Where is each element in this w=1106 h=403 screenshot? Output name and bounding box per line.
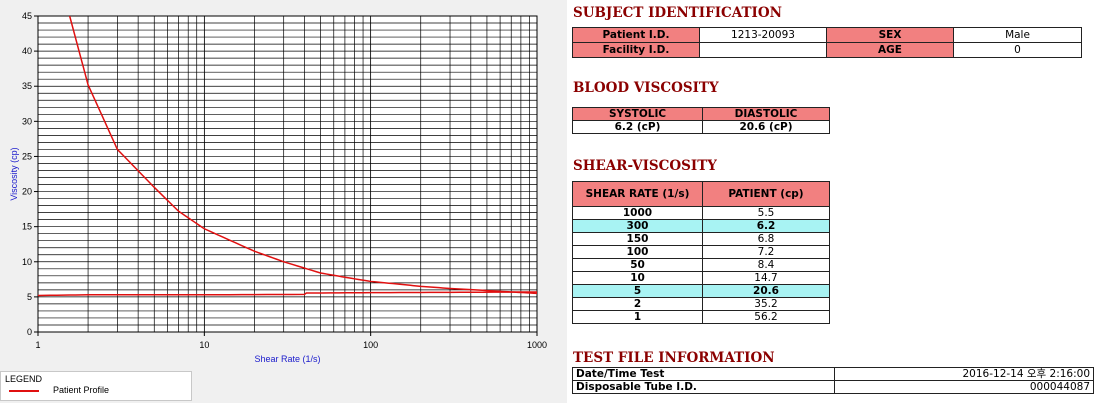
datetime-value: 2016-12-14 오후 2:16:00 bbox=[834, 367, 1094, 381]
patient-cp-header: PATIENT (cp) bbox=[702, 181, 830, 207]
shear-rate-cell: 1000 bbox=[572, 206, 703, 220]
sex-label: SEX bbox=[826, 27, 954, 43]
tube-id-label: Disposable Tube I.D. bbox=[572, 380, 835, 394]
x-tick-label: 10 bbox=[199, 340, 209, 350]
patient-cp-cell: 8.4 bbox=[702, 258, 830, 272]
y-tick-label: 25 bbox=[22, 151, 32, 161]
patient-cp-cell: 14.7 bbox=[702, 271, 830, 285]
shear-rate-cell: 150 bbox=[572, 232, 703, 246]
table-row: 150 6.8 bbox=[572, 232, 830, 246]
systolic-value: 6.2 (cP) bbox=[572, 120, 703, 134]
shear-rate-cell: 300 bbox=[572, 219, 703, 233]
shear-rate-cell: 10 bbox=[572, 271, 703, 285]
x-axis-label: Shear Rate (1/s) bbox=[254, 354, 320, 364]
legend: LEGEND Patient Profile bbox=[0, 371, 192, 401]
patient-cp-cell: 6.2 bbox=[702, 219, 830, 233]
shear-rate-header: SHEAR RATE (1/s) bbox=[572, 181, 703, 207]
age-label: AGE bbox=[826, 42, 954, 58]
patient-cp-cell: 6.8 bbox=[702, 232, 830, 246]
patient-cp-cell: 56.2 bbox=[702, 310, 830, 324]
shear-rate-cell: 50 bbox=[572, 258, 703, 272]
table-row: 1000 5.5 bbox=[572, 206, 830, 220]
patient-cp-cell: 20.6 bbox=[702, 284, 830, 298]
age-value: 0 bbox=[953, 42, 1082, 58]
viscosity-chart: 0 5 10 15 20 25 30 35 40 45 1 10 100 1000 Shear Rate (… bbox=[9, 11, 547, 364]
shear-rate-cell: 100 bbox=[572, 245, 703, 259]
sex-value: Male bbox=[953, 27, 1082, 43]
shear-rate-cell: 5 bbox=[572, 284, 703, 298]
x-tick-label: 100 bbox=[363, 340, 378, 350]
x-tick-label: 1 bbox=[35, 340, 40, 350]
legend-title: LEGEND bbox=[5, 374, 43, 384]
diastolic-value: 20.6 (cP) bbox=[702, 120, 830, 134]
datetime-label: Date/Time Test bbox=[572, 367, 835, 381]
patient-cp-cell: 7.2 bbox=[702, 245, 830, 259]
table-row: 100 7.2 bbox=[572, 245, 830, 259]
subject-table: Patient I.D. 1213-20093 SEX Male Facilit… bbox=[572, 27, 1082, 58]
table-row: 2 35.2 bbox=[572, 297, 830, 311]
systolic-label: SYSTOLIC bbox=[572, 107, 703, 121]
table-row: 300 6.2 bbox=[572, 219, 830, 233]
subject-title: SUBJECT IDENTIFICATION bbox=[573, 5, 782, 21]
y-tick-label: 30 bbox=[22, 116, 32, 126]
series-line-1 bbox=[38, 291, 537, 297]
y-tick-label: 20 bbox=[22, 187, 32, 197]
report-panel: SUBJECT IDENTIFICATION Patient I.D. 1213… bbox=[567, 0, 1106, 403]
shear-rate-cell: 2 bbox=[572, 297, 703, 311]
y-tick-label: 35 bbox=[22, 81, 32, 91]
blood-table: SYSTOLIC DIASTOLIC 6.2 (cP) 20.6 (cP) bbox=[572, 107, 830, 134]
table-row: 1 56.2 bbox=[572, 310, 830, 324]
table-row: 5 20.6 bbox=[572, 284, 830, 298]
y-tick-label: 45 bbox=[22, 11, 32, 21]
y-tick-label: 0 bbox=[27, 327, 32, 337]
viscosity-chart-panel: 0 5 10 15 20 25 30 35 40 45 1 10 100 1000 Shear Rate (… bbox=[0, 0, 559, 368]
facility-id-label: Facility I.D. bbox=[572, 42, 700, 58]
diastolic-label: DIASTOLIC bbox=[702, 107, 830, 121]
patient-id-label: Patient I.D. bbox=[572, 27, 700, 43]
table-row: 10 14.7 bbox=[572, 271, 830, 285]
tube-id-value: 000044087 bbox=[834, 380, 1094, 394]
patient-cp-cell: 35.2 bbox=[702, 297, 830, 311]
y-tick-label: 5 bbox=[27, 292, 32, 302]
y-tick-label: 40 bbox=[22, 46, 32, 56]
x-tick-label: 1000 bbox=[527, 340, 547, 350]
file-table: Date/Time Test 2016-12-14 오후 2:16:00 Dis… bbox=[572, 367, 1094, 394]
plot-area bbox=[37, 15, 538, 333]
shear-title: SHEAR-VISCOSITY bbox=[573, 158, 717, 174]
patient-id-value: 1213-20093 bbox=[699, 27, 827, 43]
y-tick-label: 15 bbox=[22, 222, 32, 232]
table-row: 50 8.4 bbox=[572, 258, 830, 272]
shear-rate-cell: 1 bbox=[572, 310, 703, 324]
facility-id-value bbox=[699, 42, 827, 58]
y-tick-label: 10 bbox=[22, 257, 32, 267]
patient-cp-cell: 5.5 bbox=[702, 206, 830, 220]
y-axis-label: Viscosity (cp) bbox=[9, 147, 19, 200]
shear-table: SHEAR RATE (1/s) PATIENT (cp) 1000 5.5 300… bbox=[572, 181, 830, 324]
blood-title: BLOOD VISCOSITY bbox=[573, 80, 719, 96]
legend-line-swatch bbox=[9, 390, 39, 392]
series-line-0 bbox=[68, 16, 537, 295]
file-title: TEST FILE INFORMATION bbox=[573, 350, 775, 366]
legend-label: Patient Profile bbox=[53, 385, 110, 395]
